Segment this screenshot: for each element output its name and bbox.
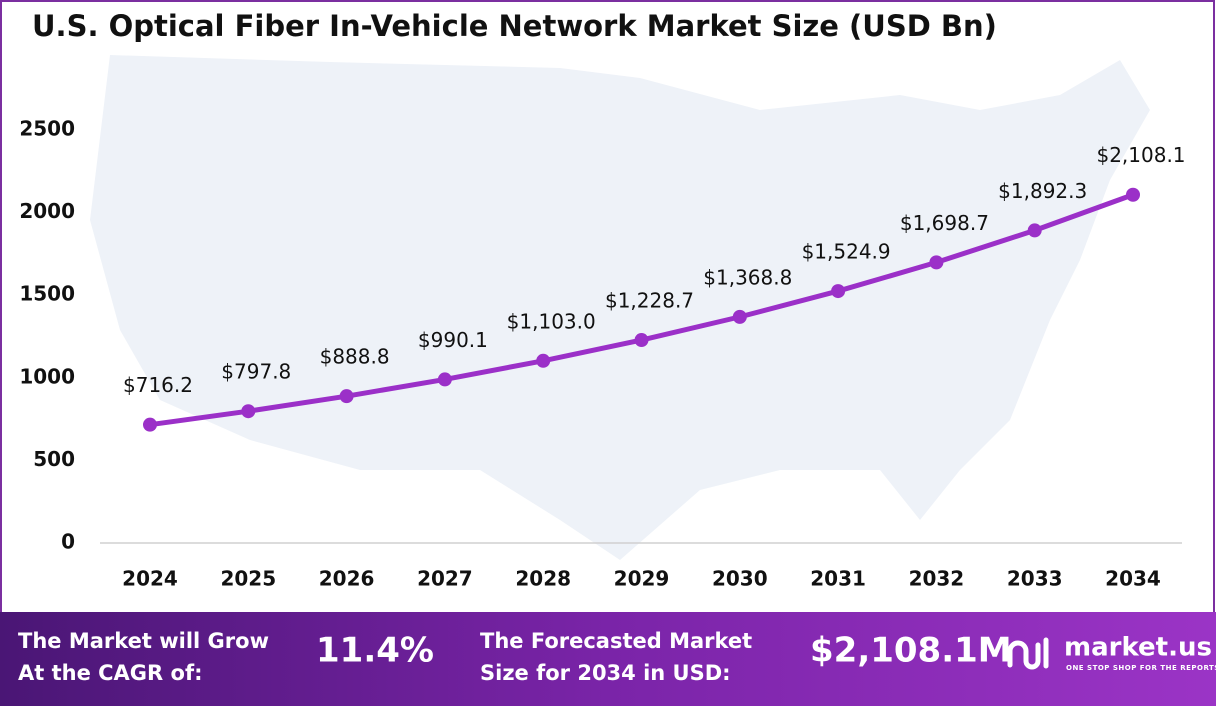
forecast-label: The Forecasted Market: [480, 629, 752, 653]
x-tick-label: 2025: [220, 567, 276, 591]
x-tick-label: 2028: [515, 567, 571, 591]
brand-logo: [1007, 637, 1049, 670]
data-label: $2,108.1: [1096, 143, 1185, 167]
data-point: [437, 372, 452, 387]
cagr-label: The Market will Grow: [18, 629, 269, 653]
data-point: [536, 353, 551, 368]
data-point: [1126, 187, 1140, 202]
data-point: [831, 284, 846, 299]
data-point: [143, 417, 157, 432]
data-point: [634, 333, 649, 348]
x-tick-label: 2027: [417, 567, 473, 591]
data-label: $888.8: [320, 345, 390, 369]
data-label: $1,103.0: [507, 309, 596, 333]
cagr-value: 11.4%: [316, 631, 434, 671]
x-tick-label: 2024: [122, 567, 178, 591]
data-label: $1,228.7: [605, 289, 694, 313]
data-label: $1,524.9: [802, 240, 891, 264]
x-tick-label: 2030: [712, 567, 768, 591]
y-tick-label: 1000: [19, 364, 75, 388]
x-tick-label: 2026: [319, 567, 375, 591]
data-label: $797.8: [221, 360, 291, 384]
data-label: $1,368.8: [703, 265, 792, 289]
y-tick-label: 1500: [19, 282, 75, 306]
data-point: [241, 404, 256, 419]
map-background: [90, 55, 1150, 560]
x-tick-label: 2032: [909, 567, 965, 591]
x-tick-label: 2034: [1105, 567, 1161, 591]
y-tick-label: 0: [61, 530, 75, 554]
data-point: [339, 389, 354, 404]
y-tick-label: 2500: [19, 117, 75, 141]
footer-band: [0, 612, 1216, 706]
data-point: [929, 255, 944, 270]
forecast-value: $2,108.1M: [810, 631, 1012, 671]
forecast-label: Size for 2034 in USD:: [480, 661, 731, 685]
data-point: [732, 309, 747, 324]
data-label: $716.2: [123, 373, 193, 397]
y-tick-label: 2000: [19, 199, 75, 223]
data-label: $1,698.7: [900, 211, 989, 235]
chart-title: U.S. Optical Fiber In-Vehicle Network Ma…: [32, 9, 997, 43]
x-tick-label: 2029: [614, 567, 670, 591]
cagr-label: At the CAGR of:: [18, 661, 203, 685]
x-tick-label: 2033: [1007, 567, 1063, 591]
y-tick-label: 500: [33, 447, 75, 471]
data-label: $1,892.3: [998, 179, 1087, 203]
brand-name: market.us: [1064, 633, 1212, 663]
brand-tagline: ONE STOP SHOP FOR THE REPORTS: [1066, 664, 1216, 672]
x-tick-label: 2031: [810, 567, 866, 591]
data-label: $990.1: [418, 328, 488, 352]
data-point: [1027, 223, 1042, 238]
